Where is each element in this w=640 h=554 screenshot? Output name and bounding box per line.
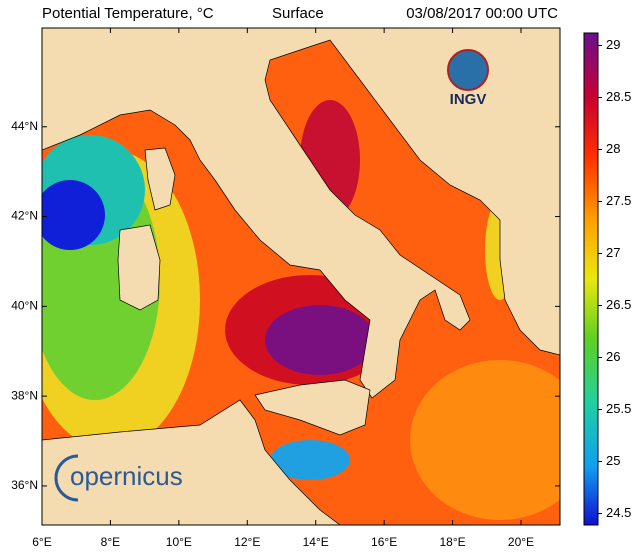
logo-arc — [54, 454, 79, 502]
map-field — [42, 28, 560, 525]
x-tick-label: 14°E — [303, 535, 329, 549]
colorbar-tick-label: 25.5 — [606, 401, 631, 416]
sea-field — [410, 360, 560, 520]
land — [42, 28, 560, 399]
ingv-logo: INGV — [447, 49, 489, 108]
x-tick-label: 10°E — [166, 535, 192, 549]
land — [254, 379, 371, 436]
sea-field — [270, 440, 350, 480]
copernicus-logo: opernicus — [54, 454, 183, 502]
colorbar-tick-label: 28.5 — [606, 89, 631, 104]
colorbar-tick-label: 26.5 — [606, 297, 631, 312]
colorbar — [583, 32, 599, 526]
sea-field — [42, 180, 105, 250]
sea-field — [265, 305, 375, 375]
x-tick-label: 12°E — [234, 535, 260, 549]
x-tick-label: 8°E — [101, 535, 120, 549]
timestamp: 03/08/2017 00:00 UTC — [406, 5, 558, 22]
copernicus-label: opernicus — [70, 461, 183, 491]
map-title: Potential Temperature, °C — [42, 5, 214, 22]
x-tick-label: 18°E — [439, 535, 465, 549]
y-tick-label: 42°N — [11, 209, 38, 223]
map-frame — [41, 27, 561, 526]
y-tick-label: 38°N — [11, 388, 38, 402]
x-tick-label: 20°E — [508, 535, 534, 549]
x-tick-label: 16°E — [371, 535, 397, 549]
colorbar-tick-label: 25 — [606, 453, 620, 468]
x-tick-label: 6°E — [32, 535, 51, 549]
colorbar-tick-label: 29 — [606, 37, 620, 52]
colorbar-tick-label: 26 — [606, 349, 620, 364]
colorbar-tick-label: 28 — [606, 141, 620, 156]
colorbar-tick-label: 27 — [606, 245, 620, 260]
land — [144, 147, 176, 211]
y-tick-label: 40°N — [11, 299, 38, 313]
globe-icon — [447, 49, 489, 91]
ingv-label: INGV — [450, 91, 487, 108]
land — [42, 399, 341, 525]
y-tick-label: 44°N — [11, 119, 38, 133]
colorbar-tick-label: 27.5 — [606, 193, 631, 208]
colorbar-tick-label: 24.5 — [606, 505, 631, 520]
y-tick-label: 36°N — [11, 478, 38, 492]
land — [117, 224, 161, 311]
depth-level: Surface — [272, 5, 324, 22]
